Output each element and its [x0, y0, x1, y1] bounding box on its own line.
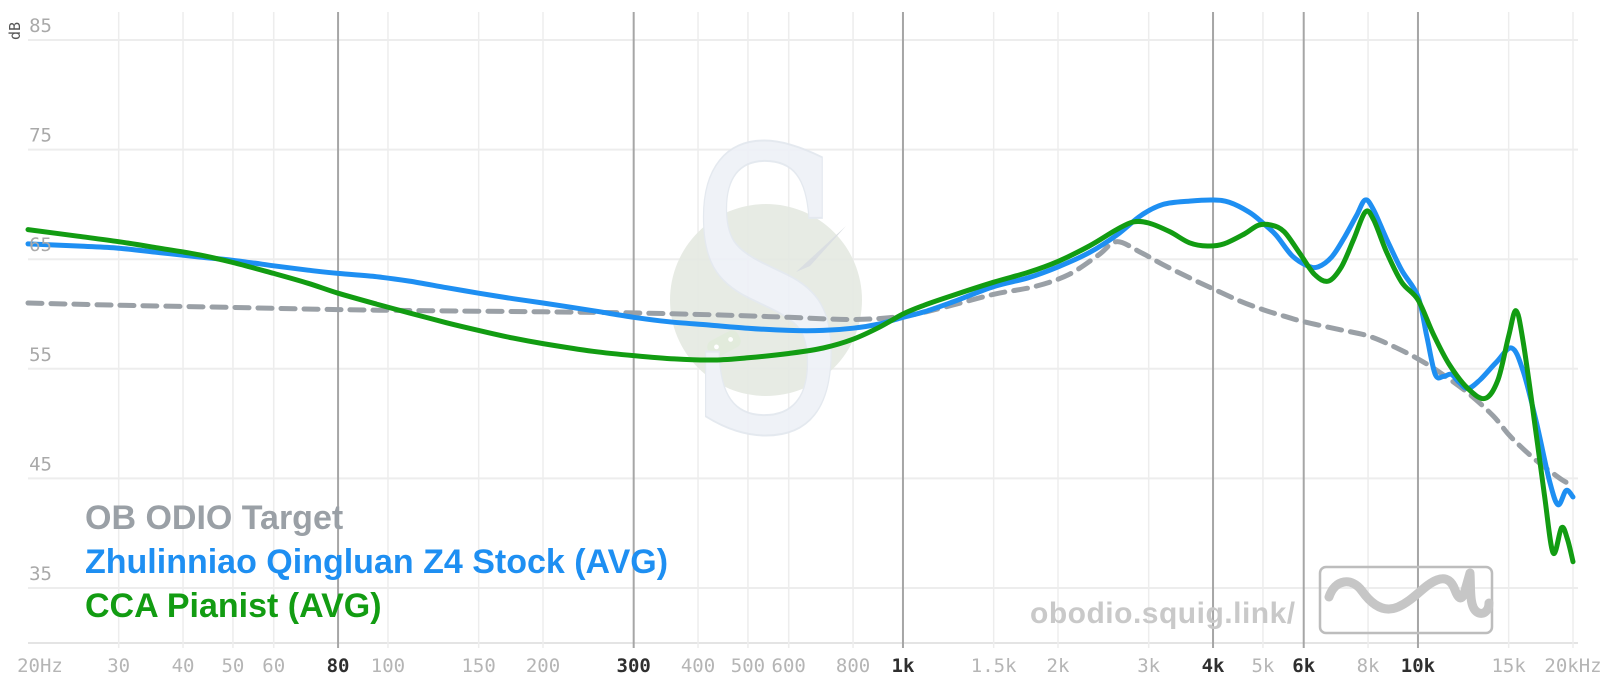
x-tick-label: 50 — [221, 655, 244, 677]
y-tick-label: 85 — [29, 15, 52, 37]
x-tick-label: 600 — [772, 655, 806, 677]
y-tick-label: 45 — [29, 453, 52, 475]
legend-item-zhulinniao-qingluan-z4-stock-avg[interactable]: Zhulinniao Qingluan Z4 Stock (AVG) — [85, 543, 669, 581]
x-tick-label: 1k — [892, 655, 915, 677]
squig-watermark: S — [670, 67, 862, 523]
x-tick-label: 150 — [461, 655, 495, 677]
x-tick-label: 400 — [681, 655, 715, 677]
gamepad-icon — [707, 330, 741, 358]
squiggle-icon — [1324, 568, 1494, 618]
x-tick-label: 4k — [1202, 655, 1225, 677]
y-tick-label: 75 — [29, 125, 52, 147]
x-tick-label: 100 — [371, 655, 405, 677]
site-watermark-text: obodio.squig.link/ — [1030, 597, 1296, 630]
x-tick-label: 6k — [1292, 655, 1315, 677]
fr-curves — [25, 197, 1576, 565]
legend: OB ODIO Target Zhulinniao Qingluan Z4 Sto… — [85, 496, 668, 628]
x-tick-label: 3k — [1137, 655, 1160, 677]
squiglink-logo[interactable] — [1318, 565, 1494, 635]
x-tick-label: 1.5k — [971, 655, 1017, 677]
x-tick-label: 5k — [1251, 655, 1274, 677]
x-tick-label: 60 — [262, 655, 285, 677]
x-tick-label: 15k — [1491, 655, 1526, 677]
x-tick-label: 200 — [526, 655, 560, 677]
x-tick-label: 10k — [1401, 655, 1436, 677]
curve-zhulinniao-qingluan-z4-stock-avg[interactable] — [25, 197, 1576, 508]
x-tick-label: 300 — [617, 655, 651, 677]
legend-item-ob-odio-target[interactable]: OB ODIO Target — [85, 499, 344, 537]
x-tick-label: 40 — [172, 655, 195, 677]
x-tick-label: 30 — [107, 655, 130, 677]
y-tick-label: 55 — [29, 344, 52, 366]
x-tick-label: 2k — [1047, 655, 1070, 677]
axis-labels: 35 45 55 65 75 85 20Hz 30 40 50 60 80 100 150 200 300 40… — [17, 15, 1600, 677]
x-tick-label: 500 — [731, 655, 765, 677]
x-tick-label: 20Hz — [17, 655, 63, 677]
y-axis-unit-label: dB — [6, 22, 24, 40]
x-tick-label: 800 — [836, 655, 870, 677]
curve-ob-odio-target[interactable] — [25, 239, 1576, 489]
x-tick-label: 80 — [327, 655, 350, 677]
curve-cca-pianist-avg[interactable] — [25, 208, 1576, 565]
watermark-s-letter: S — [683, 68, 849, 522]
y-tick-label: 65 — [29, 234, 52, 256]
y-tick-label: 35 — [29, 563, 52, 585]
legend-item-cca-pianist-avg[interactable]: CCA Pianist (AVG) — [85, 587, 382, 625]
x-tick-label: 20kHz — [1544, 655, 1600, 677]
x-tick-label: 8k — [1357, 655, 1380, 677]
